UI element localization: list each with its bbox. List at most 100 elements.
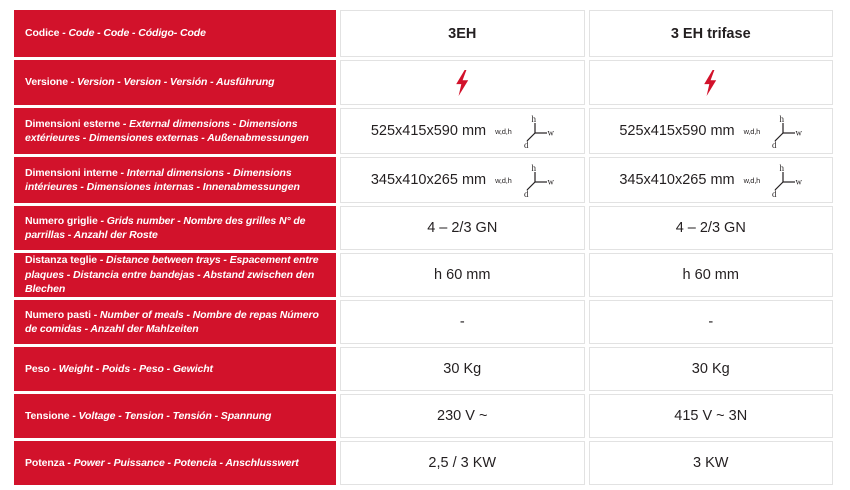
row-label-rest: - Power - Puissance - Potencia - Anschlu… (64, 456, 299, 469)
column-header-3eh-trifase: 3 EH trifase (670, 25, 751, 42)
cell-grids-number-3eh: 4 – 2/3 GN (340, 206, 585, 250)
row-label-lead: Tensione (25, 409, 70, 422)
value-text: 230 V ~ (437, 408, 488, 424)
svg-text:h: h (531, 114, 536, 124)
table-row-distance-between-trays: Distanza teglie - Distance between trays… (14, 253, 833, 297)
cell-external-dimensions-3eh: 525x415x590 mm w,d,h h w d (340, 108, 585, 154)
svg-text:w: w (796, 128, 803, 138)
row-label-lead: Potenza (25, 456, 65, 469)
cell-number-of-meals-3eh-trifase: - (588, 300, 833, 344)
row-label-rest: - External dimensions - Dimensions extér… (25, 117, 309, 144)
row-label-rest: - Weight - Poids - Peso - Gewicht (49, 362, 214, 375)
row-label-number-of-meals: Numero pasti - Number of meals - Nombre … (14, 300, 336, 344)
row-label-rest: - Voltage - Tension - Tensión - Spannung (69, 409, 272, 422)
row-label-version: Versione - Version - Version - Versión -… (14, 60, 336, 105)
value-text: 415 V ~ 3N (674, 408, 748, 424)
cell-number-of-meals-3eh: - (340, 300, 585, 344)
row-label-distance-between-trays: Distanza teglie - Distance between trays… (14, 253, 336, 297)
table-row-internal-dimensions: Dimensioni interne - Internal dimensions… (14, 157, 833, 203)
value-text: h 60 mm (682, 267, 739, 283)
row-label-voltage: Tensione - Voltage - Tension - Tensión -… (14, 394, 336, 438)
row-label-rest: - Number of meals - Nombre de repas Núme… (25, 308, 319, 335)
svg-text:d: d (772, 140, 777, 148)
svg-text:h: h (531, 163, 536, 173)
cell-voltage-3eh: 230 V ~ (340, 394, 585, 438)
dimension-value: 525x415x590 mm (370, 123, 487, 139)
row-label-lead: Distanza teglie (25, 254, 98, 267)
row-label-lead: Numero pasti (25, 308, 91, 321)
table-row-power: Potenza - Power - Puissance - Potencia -… (14, 441, 833, 485)
row-label-external-dimensions: Dimensioni esterne - External dimensions… (14, 108, 336, 154)
lightning-bolt-icon (455, 69, 468, 96)
value-text: 2,5 / 3 KW (428, 455, 497, 471)
cell-power-3eh: 2,5 / 3 KW (340, 441, 585, 485)
axis-legend-label: w,d,h (743, 175, 761, 185)
row-label-rest: - Distance between trays - Espacement en… (25, 254, 319, 296)
dimension-value: 345x410x265 mm (619, 172, 735, 188)
cell-distance-between-trays-3eh: h 60 mm (340, 253, 585, 297)
cell-distance-between-trays-3eh-trifase: h 60 mm (588, 253, 833, 297)
svg-text:w: w (547, 128, 554, 138)
table-row-voltage: Tensione - Voltage - Tension - Tensión -… (14, 394, 833, 438)
cell-weight-3eh-trifase: 30 Kg (588, 347, 833, 391)
cell-internal-dimensions-3eh: 345x410x265 mm w,d,h h w d (340, 157, 585, 203)
value-text: 4 – 2/3 GN (675, 220, 746, 236)
cell-version-3eh-trifase (588, 60, 833, 105)
table-row-number-of-meals: Numero pasti - Number of meals - Nombre … (14, 300, 833, 344)
table-row-external-dimensions: Dimensioni esterne - External dimensions… (14, 108, 833, 154)
axis-wdh-icon: h w d (772, 114, 803, 148)
row-label-internal-dimensions: Dimensioni interne - Internal dimensions… (14, 157, 336, 203)
row-label-lead: Dimensioni esterne (25, 117, 121, 130)
value-text: - (708, 314, 714, 330)
value-text: 30 Kg (443, 361, 482, 377)
cell-code-3eh: 3EH (340, 10, 585, 57)
row-label-lead: Numero griglie (25, 214, 98, 227)
row-label-code: Codice - Code - Code - Código- Code (14, 10, 336, 57)
value-text: - (459, 314, 465, 330)
dimension-value: 525x415x590 mm (619, 123, 735, 139)
row-label-power: Potenza - Power - Puissance - Potencia -… (14, 441, 336, 485)
axis-legend-label: w,d,h (495, 175, 512, 185)
row-label-rest: - Version - Version - Versión - Ausführu… (67, 76, 275, 89)
row-label-lead: Peso (25, 362, 50, 375)
dimension-value: 345x410x265 mm (370, 172, 487, 188)
axis-wdh-icon: h w d (772, 163, 803, 197)
value-text: 30 Kg (691, 361, 730, 377)
axis-wdh-icon: h w d (524, 163, 554, 197)
row-label-lead: Codice (25, 27, 60, 40)
cell-version-3eh (340, 60, 585, 105)
row-label-lead: Dimensioni interne (25, 166, 118, 179)
cell-weight-3eh: 30 Kg (340, 347, 585, 391)
value-text: 4 – 2/3 GN (427, 220, 498, 236)
svg-text:w: w (547, 177, 554, 187)
svg-text:d: d (524, 189, 529, 197)
table-row-weight: Peso - Weight - Poids - Peso - Gewicht 3… (14, 347, 833, 391)
value-text: h 60 mm (434, 267, 491, 283)
cell-code-3eh-trifase: 3 EH trifase (588, 10, 833, 57)
svg-text:h: h (780, 114, 785, 124)
row-label-rest: - Code - Code - Código- Code (59, 27, 206, 40)
axis-legend-label: w,d,h (743, 126, 761, 136)
svg-text:d: d (772, 189, 777, 197)
cell-grids-number-3eh-trifase: 4 – 2/3 GN (588, 206, 833, 250)
row-label-rest: - Internal dimensions - Dimensions intér… (25, 166, 300, 193)
cell-internal-dimensions-3eh-trifase: 345x410x265 mm w,d,h h w d (588, 157, 833, 203)
column-header-3eh: 3EH (448, 25, 477, 42)
row-label-lead: Versione (25, 76, 68, 89)
svg-text:w: w (796, 177, 803, 187)
svg-text:h: h (780, 163, 785, 173)
table-row-version: Versione - Version - Version - Versión -… (14, 60, 833, 105)
cell-power-3eh-trifase: 3 KW (588, 441, 833, 485)
lightning-bolt-icon (704, 69, 717, 96)
svg-text:d: d (524, 140, 529, 148)
row-label-rest: - Grids number - Nombre des grilles N° d… (25, 214, 306, 241)
row-label-weight: Peso - Weight - Poids - Peso - Gewicht (14, 347, 336, 391)
axis-legend-label: w,d,h (495, 126, 512, 136)
axis-wdh-icon: h w d (524, 114, 554, 148)
cell-external-dimensions-3eh-trifase: 525x415x590 mm w,d,h h w d (588, 108, 833, 154)
table-row-grids-number: Numero griglie - Grids number - Nombre d… (14, 206, 833, 250)
table-row-code: Codice - Code - Code - Código- Code 3EH … (14, 10, 833, 57)
cell-voltage-3eh-trifase: 415 V ~ 3N (588, 394, 833, 438)
row-label-grids-number: Numero griglie - Grids number - Nombre d… (14, 206, 336, 250)
